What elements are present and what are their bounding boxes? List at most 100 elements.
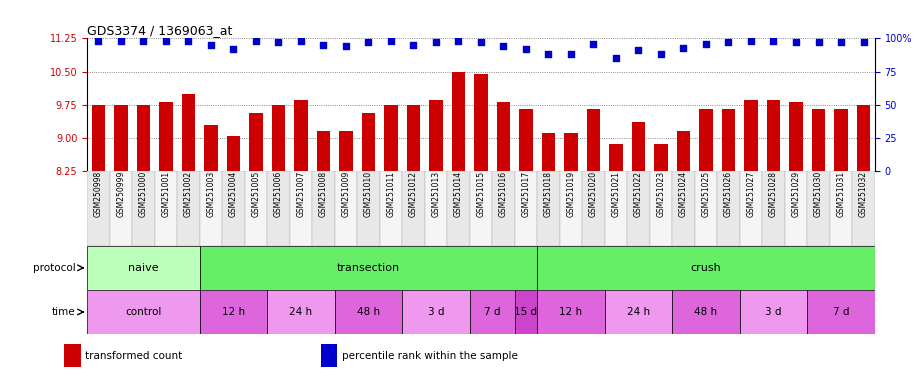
Text: GSM251024: GSM251024 [679,171,688,217]
Point [541,51,556,57]
Text: GSM251014: GSM251014 [454,171,463,217]
Point [744,38,758,44]
Text: 24 h: 24 h [627,307,650,317]
Bar [627,171,649,246]
Bar [407,104,420,171]
Bar [447,171,470,246]
Text: GSM251007: GSM251007 [297,171,305,217]
Text: protocol: protocol [33,263,76,273]
Bar [812,109,825,171]
Text: GSM251015: GSM251015 [476,171,485,217]
Text: GSM250998: GSM250998 [93,171,103,217]
Bar [605,171,627,246]
Text: GSM251031: GSM251031 [836,171,845,217]
Text: control: control [125,307,161,317]
Point [429,39,443,45]
Point [496,43,511,50]
Text: 48 h: 48 h [357,307,380,317]
Bar [452,71,465,171]
Point [181,38,196,44]
Text: GSM251003: GSM251003 [206,171,215,217]
Bar [226,136,240,171]
Bar [672,171,694,246]
Point [361,39,376,45]
Point [158,38,173,44]
Text: GSM251026: GSM251026 [724,171,733,217]
Text: GSM251018: GSM251018 [544,171,553,217]
Bar [515,290,537,334]
Bar [267,171,289,246]
Point [293,38,308,44]
Bar [200,171,222,246]
Point [699,41,714,47]
Bar [762,171,785,246]
Bar [537,246,875,290]
Point [316,42,331,48]
Bar [402,290,470,334]
Bar [677,131,691,171]
Bar [609,144,623,171]
Text: GSM251006: GSM251006 [274,171,283,217]
Bar [519,109,533,171]
Text: GSM251028: GSM251028 [769,171,778,217]
Point [474,39,488,45]
Text: GSM251005: GSM251005 [251,171,260,217]
Bar [362,114,376,171]
Text: GSM251012: GSM251012 [409,171,418,217]
Bar [856,104,870,171]
Bar [470,171,492,246]
Bar [200,246,537,290]
Bar [384,104,398,171]
Text: 12 h: 12 h [222,307,245,317]
Bar [632,122,645,171]
Text: GSM251032: GSM251032 [859,171,868,217]
Text: 3 d: 3 d [428,307,444,317]
Bar [177,171,200,246]
Point [271,39,286,45]
Bar [155,171,177,246]
Bar [694,171,717,246]
Bar [474,74,487,171]
Bar [807,290,875,334]
Text: time: time [52,307,76,317]
Bar [132,171,155,246]
Bar [649,171,672,246]
Point [631,47,646,53]
Bar [740,171,762,246]
Bar [515,171,537,246]
Bar [200,290,267,334]
Bar [87,290,200,334]
Bar [699,109,713,171]
Point [766,38,780,44]
Bar [672,290,740,334]
Text: GSM251000: GSM251000 [139,171,147,217]
Text: GSM251023: GSM251023 [657,171,665,217]
Point [789,39,803,45]
Bar [722,109,736,171]
Point [856,39,871,45]
Text: GSM251016: GSM251016 [499,171,507,217]
Bar [492,171,515,246]
Text: percentile rank within the sample: percentile rank within the sample [342,351,518,361]
Bar [222,171,245,246]
Bar [87,246,200,290]
Bar [289,171,312,246]
Text: GSM251004: GSM251004 [229,171,238,217]
Text: GSM251020: GSM251020 [589,171,598,217]
Bar [87,171,110,246]
Point [406,42,420,48]
Bar [245,171,267,246]
Bar [334,171,357,246]
Bar [317,131,330,171]
Bar [181,94,195,171]
Text: GSM251021: GSM251021 [612,171,620,217]
Text: crush: crush [691,263,721,273]
Text: GSM250999: GSM250999 [116,171,125,217]
Bar [767,100,780,171]
Text: GSM251019: GSM251019 [566,171,575,217]
Bar [807,171,830,246]
Point [812,39,826,45]
Bar [267,290,334,334]
Point [248,38,263,44]
Bar [110,171,132,246]
